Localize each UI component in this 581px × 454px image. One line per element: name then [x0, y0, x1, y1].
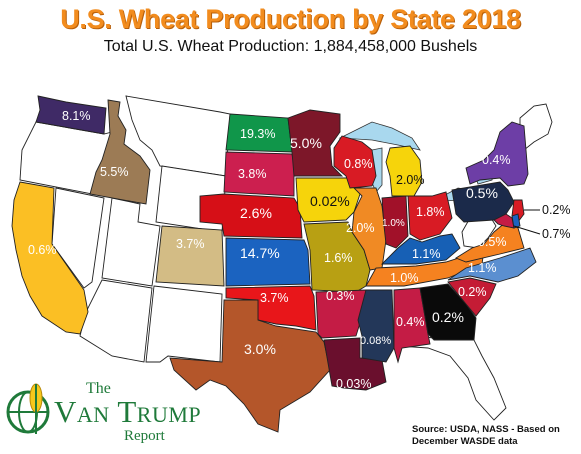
label-GA: 0.2% — [432, 309, 464, 325]
state-SD — [223, 151, 295, 197]
state-UT — [101, 197, 161, 287]
state-NY — [465, 121, 529, 187]
label-CO: 3.7% — [176, 237, 205, 251]
state-SC — [447, 277, 497, 317]
state-CO — [155, 225, 225, 287]
label-KS: 14.7% — [240, 245, 280, 261]
label-LA: 0.03% — [336, 377, 371, 391]
source-line-2: December WASDE data — [412, 436, 518, 447]
state-TX — [169, 299, 331, 433]
state-ID — [89, 99, 151, 205]
label-MS: 0.08% — [360, 335, 391, 347]
state-MS — [357, 289, 395, 363]
state-MT — [125, 95, 231, 177]
label-AL: 0.4% — [396, 315, 425, 329]
label-NJ: 0.2% — [542, 203, 571, 217]
label-SD: 3.8% — [238, 167, 267, 181]
state-MO — [303, 221, 371, 293]
state-OK — [225, 285, 317, 331]
label-IN: 1.0% — [382, 218, 405, 229]
state-MN — [287, 109, 344, 177]
label-MO: 1.6% — [324, 251, 353, 265]
state-MI — [385, 145, 423, 197]
state-IL — [351, 187, 387, 271]
van-trump-logo: The Van Trump Report — [6, 368, 256, 448]
label-VA: 0.5% — [478, 235, 507, 249]
logo-the: The — [86, 380, 111, 397]
state-OH — [407, 191, 453, 241]
logo-report: Report — [124, 428, 165, 444]
state-KY — [380, 233, 461, 265]
label-OK: 3.7% — [260, 291, 289, 305]
callout-lines — [513, 209, 541, 235]
state-AZ — [79, 279, 153, 363]
source-note: Source: USDA, NASS - Based on December W… — [412, 424, 577, 448]
label-IL: 2.0% — [346, 221, 375, 235]
label-MN: 5.0% — [290, 135, 322, 151]
map-title: U.S. Wheat Production by State 2018 — [60, 4, 521, 34]
state-GA — [419, 283, 477, 341]
state-NM — [145, 285, 223, 363]
label-ND: 19.3% — [240, 127, 275, 141]
state-LA — [323, 337, 387, 391]
state-WI — [333, 135, 377, 189]
label-AR: 0.3% — [326, 289, 355, 303]
state-CA — [11, 181, 89, 335]
label-OH: 1.8% — [416, 205, 445, 219]
state-IN — [381, 195, 409, 249]
wheat-globe-icon — [6, 383, 50, 434]
state-DE — [511, 213, 521, 229]
state-labels: 8.1% 5.5% 0.6% 19.3% 3.8% 2.6% 3.7% 14.7… — [28, 109, 571, 391]
label-TN: 1.0% — [390, 271, 419, 285]
label-IA: 0.02% — [310, 193, 350, 209]
state-WA — [35, 95, 107, 135]
callout-line-md — [513, 225, 541, 235]
uncolored-states — [19, 95, 553, 421]
label-KY: 1.1% — [412, 247, 441, 261]
label-WA: 8.1% — [62, 109, 91, 123]
label-NE: 2.6% — [240, 205, 272, 221]
state-KS — [225, 237, 311, 287]
state-NE — [199, 193, 303, 239]
state-NC — [447, 247, 537, 283]
label-NC: 1.1% — [468, 261, 497, 275]
label-ID: 5.5% — [100, 165, 129, 179]
source-line-1: Source: USDA, NASS - Based on — [412, 424, 560, 435]
label-SC: 0.2% — [458, 285, 487, 299]
colored-states — [11, 95, 537, 433]
label-MI: 2.0% — [396, 173, 425, 187]
logo-name: Van Trump — [54, 394, 202, 429]
map-subtitle: Total U.S. Wheat Production: 1,884,458,0… — [103, 38, 478, 55]
label-CA: 0.6% — [28, 243, 57, 257]
label-MD: 0.7% — [542, 227, 571, 241]
label-TX: 3.0% — [244, 341, 276, 357]
label-PA: 0.5% — [466, 185, 498, 201]
label-WI: 0.8% — [344, 157, 373, 171]
label-NY: 0.4% — [482, 153, 511, 167]
